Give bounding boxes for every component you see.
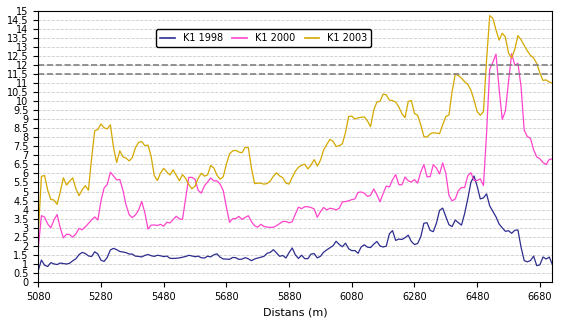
- Line: K1 2003: K1 2003: [38, 16, 553, 233]
- K1 1998: [433, 221, 440, 225]
- K1 2000: [50, 218, 57, 222]
- K1 2003: [94, 128, 101, 132]
- K1 2003: [486, 14, 493, 17]
- K1 2003: [85, 188, 92, 192]
- K1 2003: [223, 162, 230, 166]
- K1 2003: [35, 231, 42, 235]
- Line: K1 2000: K1 2000: [38, 54, 553, 248]
- K1 1998: [471, 174, 477, 178]
- K1 2000: [508, 52, 515, 56]
- K1 1998: [50, 262, 57, 266]
- X-axis label: Distans (m): Distans (m): [263, 307, 328, 317]
- K1 2000: [35, 246, 42, 250]
- Legend: K1 1998, K1 2000, K1 2003: K1 1998, K1 2000, K1 2003: [157, 29, 371, 47]
- K1 2003: [549, 81, 556, 85]
- K1 2003: [383, 93, 390, 97]
- K1 2000: [85, 222, 92, 226]
- K1 2000: [433, 166, 440, 170]
- K1 1998: [383, 244, 390, 248]
- K1 1998: [223, 257, 230, 261]
- K1 2003: [50, 198, 57, 202]
- K1 2000: [549, 157, 556, 161]
- K1 2000: [223, 205, 230, 209]
- Line: K1 1998: K1 1998: [38, 176, 553, 270]
- K1 1998: [85, 254, 92, 258]
- K1 1998: [94, 252, 101, 256]
- K1 2000: [383, 184, 390, 188]
- K1 2003: [433, 131, 440, 135]
- K1 1998: [35, 268, 42, 272]
- K1 1998: [549, 262, 556, 266]
- K1 2000: [94, 218, 101, 222]
